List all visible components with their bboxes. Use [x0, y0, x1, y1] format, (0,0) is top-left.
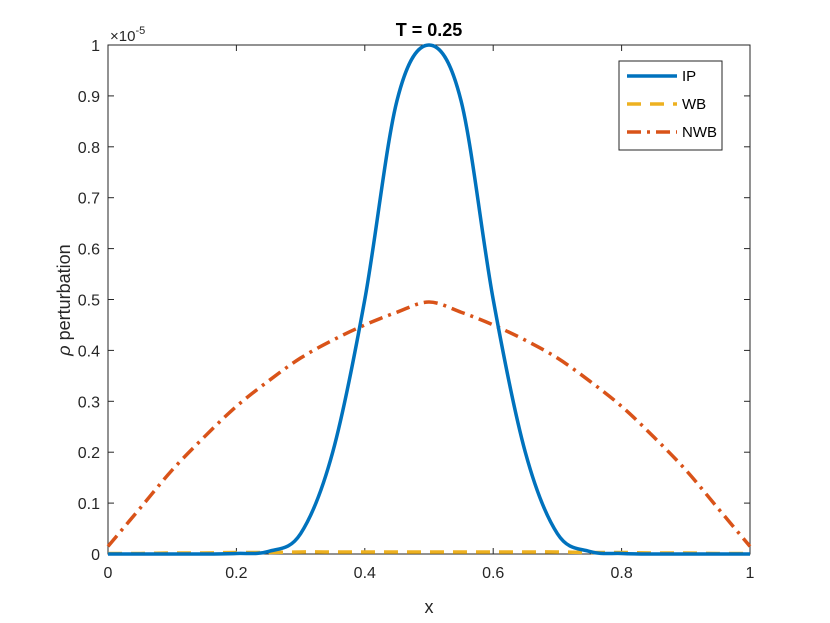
series-line-nwb: [106, 300, 752, 548]
y-tick-label: 0: [91, 547, 100, 564]
legend-label-wb: WB: [682, 96, 706, 113]
y-tick-label: 0.3: [78, 394, 100, 411]
x-axis-label: x: [425, 597, 434, 617]
plot-area: 0 0.2 0.4 0.6 0.8 1 0 0.1 0.2 0.3 0.4 0.5 0.6 0.7 0.8 0…: [78, 38, 755, 582]
y-axis-label: ρ perturbation: [54, 244, 74, 356]
y-tick-label: 0.6: [78, 242, 100, 259]
y-exponent-power: -5: [135, 25, 145, 37]
legend-label-ip: IP: [682, 68, 696, 85]
y-exponent-label: ×10-5: [110, 25, 145, 45]
legend: IP WB NWB: [618, 60, 723, 151]
y-tick-label: 1: [91, 38, 100, 55]
y-tick-label: 0.4: [78, 343, 100, 360]
y-tick-label: 0.8: [78, 140, 100, 157]
x-tick-label: 0.8: [610, 565, 632, 582]
y-tick-label: 0.7: [78, 191, 100, 208]
chart-title: T = 0.25: [396, 20, 463, 40]
x-tick-label: 1: [746, 565, 755, 582]
y-tick-label: 0.2: [78, 445, 100, 462]
y-axis-label-symbol: ρ: [54, 345, 74, 356]
x-tick-label: 0: [104, 565, 113, 582]
y-tick-label: 0.5: [78, 293, 100, 310]
series-line-ip: [108, 43, 750, 556]
y-tick-label: 0.1: [78, 496, 100, 513]
y-tick-label: 0.9: [78, 89, 100, 106]
x-tick-label: 0.4: [354, 565, 376, 582]
x-tick-label: 0.2: [225, 565, 247, 582]
legend-label-nwb: NWB: [682, 124, 717, 141]
y-exponent-base: ×10: [110, 28, 135, 45]
x-tick-label: 0.6: [482, 565, 504, 582]
y-axis-label-text: perturbation: [54, 244, 74, 345]
